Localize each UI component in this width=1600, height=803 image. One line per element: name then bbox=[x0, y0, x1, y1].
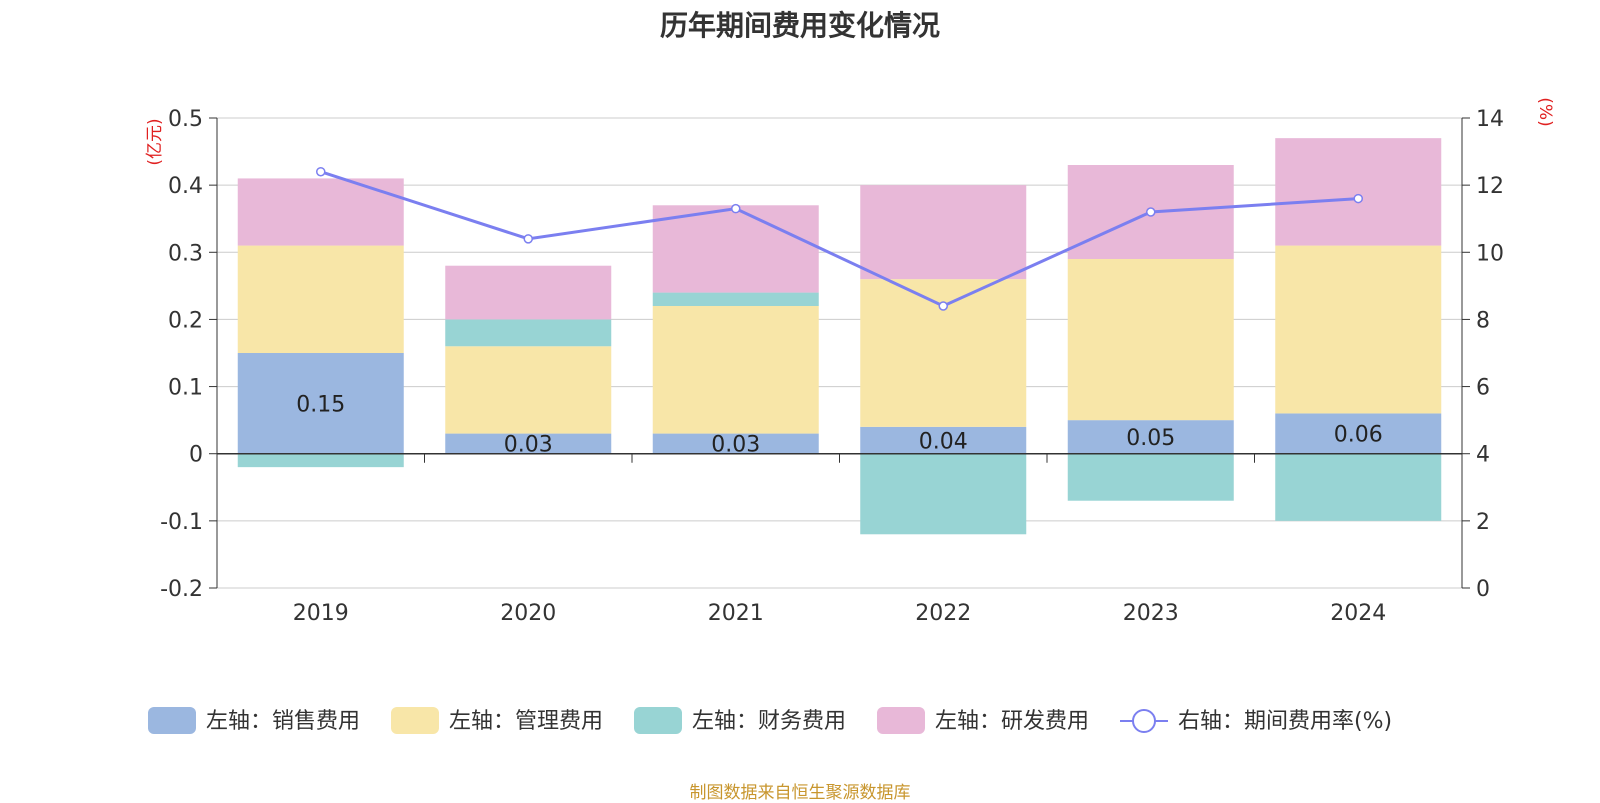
legend-label: 左轴：管理费用 bbox=[449, 709, 603, 734]
left-tick-label: 0.1 bbox=[168, 376, 203, 401]
rate-point bbox=[316, 166, 326, 177]
bar-segment-1 bbox=[1275, 413, 1442, 454]
bar-segment-4 bbox=[445, 265, 612, 320]
bar-segment-3 bbox=[445, 319, 612, 347]
bar-segment-3 bbox=[1275, 453, 1442, 521]
right-tick-label: 8 bbox=[1476, 308, 1490, 333]
bar-segment-1 bbox=[445, 433, 612, 454]
bar-segment-3 bbox=[237, 453, 404, 468]
right-tick-label: 4 bbox=[1476, 443, 1490, 468]
bar-segment-2 bbox=[445, 346, 612, 434]
bar-data-label: 0.03 bbox=[711, 433, 760, 458]
legend-label: 右轴：期间费用率(%) bbox=[1178, 709, 1392, 734]
right-tick-label: 6 bbox=[1476, 376, 1490, 401]
bar-segment-1 bbox=[652, 433, 819, 454]
right-tick-label: 2 bbox=[1476, 510, 1490, 535]
left-axis-unit: (亿元) bbox=[145, 118, 165, 165]
left-tick-label: -0.2 bbox=[160, 577, 203, 602]
rate-point bbox=[938, 301, 948, 311]
bar-data-label: 0.04 bbox=[919, 429, 968, 454]
bar-segment-4 bbox=[1275, 138, 1442, 246]
legend-marker bbox=[1132, 709, 1156, 733]
x-tick-label: 2021 bbox=[708, 601, 764, 626]
left-tick-label: 0.3 bbox=[168, 241, 203, 266]
left-tick-label: 0.5 bbox=[168, 107, 203, 132]
legend-swatch bbox=[877, 707, 925, 734]
legend-label: 左轴：财务费用 bbox=[692, 709, 846, 734]
bar-data-label: 0.03 bbox=[504, 433, 553, 458]
bar-data-label: 0.15 bbox=[296, 392, 345, 417]
rate-line bbox=[320, 170, 1359, 308]
rate-point bbox=[731, 203, 741, 214]
bar-segment-3 bbox=[860, 453, 1027, 535]
source-note: 制图数据来自恒生聚源数据库 bbox=[689, 783, 911, 803]
legend-label: 左轴：研发费用 bbox=[935, 709, 1089, 734]
right-tick-label: 0 bbox=[1476, 577, 1490, 602]
legend-swatch bbox=[148, 707, 196, 734]
bar-segment-1 bbox=[860, 426, 1027, 454]
legend-swatch bbox=[634, 707, 682, 734]
right-tick-label: 12 bbox=[1476, 174, 1504, 199]
right-tick-label: 14 bbox=[1476, 107, 1504, 132]
x-tick-label: 2020 bbox=[500, 601, 556, 626]
x-tick-label: 2023 bbox=[1123, 601, 1179, 626]
bar-segment-2 bbox=[1275, 245, 1442, 414]
rate-point bbox=[1353, 193, 1363, 204]
bar-segment-3 bbox=[652, 292, 819, 306]
legend-label: 左轴：销售费用 bbox=[206, 709, 360, 734]
bar-segment-4 bbox=[860, 185, 1027, 280]
x-tick-label: 2022 bbox=[915, 601, 971, 626]
left-tick-label: 0.4 bbox=[168, 174, 203, 199]
left-tick-label: -0.1 bbox=[160, 510, 203, 535]
right-tick-label: 10 bbox=[1476, 241, 1504, 266]
bar-segment-4 bbox=[652, 205, 819, 293]
bar-data-label: 0.05 bbox=[1126, 426, 1175, 451]
left-tick-label: 0 bbox=[189, 443, 203, 468]
bar-segment-2 bbox=[652, 306, 819, 434]
rate-point bbox=[1146, 207, 1156, 217]
bar-segment-1 bbox=[1067, 420, 1234, 454]
bar-segment-3 bbox=[1067, 453, 1234, 501]
x-tick-label: 2024 bbox=[1330, 601, 1386, 626]
bar-data-label: 0.06 bbox=[1334, 423, 1383, 448]
chart-title: 历年期间费用变化情况 bbox=[659, 9, 940, 42]
bar-segment-2 bbox=[1067, 259, 1234, 421]
bar-segment-2 bbox=[237, 245, 404, 353]
rate-point bbox=[523, 234, 533, 244]
legend-swatch bbox=[391, 707, 439, 734]
left-tick-label: 0.2 bbox=[168, 308, 203, 333]
right-axis-unit: (%) bbox=[1535, 97, 1555, 126]
bar-segment-4 bbox=[237, 178, 404, 246]
x-tick-label: 2019 bbox=[293, 601, 349, 626]
bar-segment-1 bbox=[237, 353, 404, 454]
